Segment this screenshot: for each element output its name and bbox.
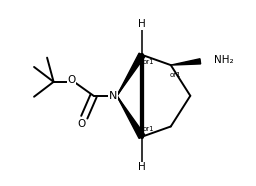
Text: or1: or1 xyxy=(143,126,154,132)
Polygon shape xyxy=(171,59,201,65)
Text: O: O xyxy=(77,119,86,129)
Text: H: H xyxy=(138,162,146,172)
Text: or1: or1 xyxy=(143,59,154,65)
Polygon shape xyxy=(117,96,145,138)
Text: O: O xyxy=(67,75,76,85)
Text: or1: or1 xyxy=(170,72,181,78)
Text: NH₂: NH₂ xyxy=(215,54,234,65)
Text: H: H xyxy=(138,19,146,29)
Text: N: N xyxy=(109,91,117,101)
Polygon shape xyxy=(117,53,145,96)
